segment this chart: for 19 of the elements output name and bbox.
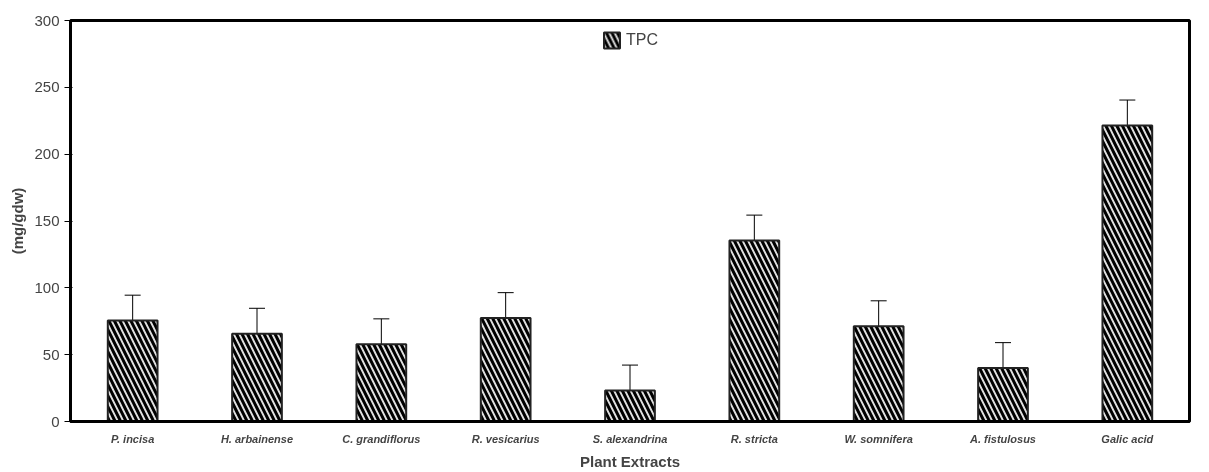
y-tick-label: 150 [34,212,60,229]
x-tick-label: R. stricta [730,432,778,445]
x-tick-label: P. incisa [111,432,155,445]
x-tick-label: A. fistulosus [969,432,1037,445]
x-tick-label: R. vesicarius [471,432,540,445]
y-tick-label: 300 [34,11,60,29]
x-axis-title: Plant Extracts [579,452,681,470]
x-tick-label: C. grandiflorus [342,432,421,445]
legend-label: TPC [626,31,658,49]
y-axis-title: (mg/gdw) [9,187,27,255]
x-tick-label: W. somnifera [844,432,913,445]
x-tick-label: Galic acid [1101,432,1154,445]
y-tick-label: 250 [34,78,60,96]
x-tick-label: S. alexandrina [592,432,668,445]
y-tick-label: 50 [42,345,60,363]
y-tick-label: 100 [34,278,60,296]
x-tick-label: H. arbainense [220,432,294,445]
y-tick-label: 0 [51,412,60,430]
y-tick-label: 200 [34,145,60,163]
